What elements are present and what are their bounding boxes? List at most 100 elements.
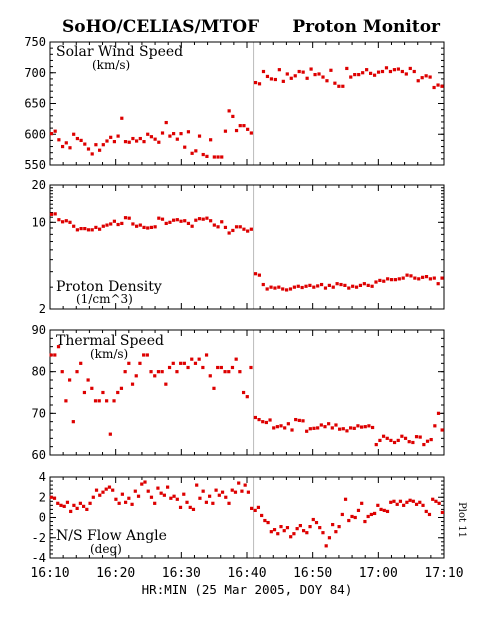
speed-data-point: [164, 120, 168, 125]
speed-data-point: [105, 139, 109, 143]
thermal-units: (km/s): [90, 347, 128, 361]
speed-data-point: [149, 135, 154, 139]
flow_angle-data-point: [130, 502, 134, 506]
thermal-data-point: [283, 426, 287, 430]
speed-data-point: [349, 75, 353, 79]
density-data-point: [323, 286, 328, 290]
speed-data-point: [309, 67, 313, 71]
density-data-point: [172, 218, 176, 222]
flow_angle-title: N/S Flow Angle: [56, 528, 167, 544]
thermal-data-point: [197, 357, 201, 361]
speed-data-point: [135, 139, 139, 143]
density-data-point: [109, 222, 113, 226]
thermal-data-point: [294, 417, 298, 422]
density-data-point: [246, 229, 250, 233]
density-data-point: [312, 285, 316, 289]
thermal-data-point: [171, 361, 175, 365]
flow_angle-data-point: [311, 517, 315, 522]
thermal-data-point: [378, 438, 382, 443]
flow_angle-data-point: [437, 501, 441, 505]
flow_angle-data-point: [175, 497, 179, 501]
thermal-data-point: [301, 419, 305, 423]
flow_angle-data-point: [366, 514, 370, 519]
thermal-data-point: [142, 353, 146, 357]
thermal-data-point: [385, 436, 389, 440]
thermal-data-point: [230, 365, 235, 370]
thermal-data-point: [264, 420, 268, 425]
density-data-point: [432, 276, 436, 280]
thermal-data-point: [182, 361, 186, 365]
thermal-data-point: [316, 426, 320, 430]
speed-data-point: [116, 134, 120, 138]
flow_angle-data-point: [52, 496, 57, 500]
thermal-data-point: [356, 424, 360, 428]
flow_angle-data-point: [230, 488, 234, 492]
x-tick-label: 16:20: [96, 566, 135, 581]
flow_angle-data-point: [104, 487, 108, 491]
flow_angle-data-point: [188, 505, 192, 509]
flow_angle-data-point: [369, 512, 373, 517]
thermal-data-point: [272, 426, 276, 430]
thermal-data-point: [116, 390, 120, 395]
flow_angle-data-point: [91, 495, 95, 499]
speed-data-point: [369, 71, 373, 75]
speed-data-point: [325, 79, 329, 83]
thermal-data-point: [219, 365, 223, 370]
thermal-data-point: [167, 365, 172, 370]
thermal-data-point: [389, 438, 393, 443]
thermal-data-point: [403, 436, 408, 440]
density-data-point: [277, 285, 281, 289]
speed-data-point: [212, 155, 216, 159]
flow_angle-data-point: [405, 500, 409, 504]
speed-data-point: [289, 76, 293, 80]
density-data-point: [265, 287, 269, 291]
density-data-point: [112, 219, 117, 223]
speed-data-point: [109, 135, 113, 139]
density-data-point: [421, 275, 425, 279]
density-data-point: [331, 285, 335, 289]
flow_angle-data-point: [178, 505, 183, 509]
density-data-point: [413, 276, 417, 280]
density-data-point: [197, 217, 202, 221]
flow_angle-data-point: [201, 489, 205, 493]
density-data-point: [285, 288, 289, 292]
thermal-data-point: [127, 361, 131, 365]
flow_angle-data-point: [434, 499, 438, 503]
density-data-point: [428, 277, 432, 281]
thermal-data-point: [268, 418, 272, 422]
density-data-point: [49, 212, 54, 216]
flow_angle-data-point: [143, 480, 147, 484]
speed-data-point: [90, 152, 94, 156]
density-data-point: [212, 223, 216, 227]
speed-data-point: [160, 131, 165, 135]
density-data-point: [386, 277, 390, 281]
flow_angle-data-point: [321, 531, 325, 535]
thermal-data-point: [71, 420, 75, 424]
flow_angle-data-point: [256, 505, 261, 509]
flow_angle-data-point: [149, 495, 154, 499]
speed-data-point: [83, 142, 87, 146]
density-data-point: [164, 221, 168, 226]
density-data-point: [378, 278, 382, 283]
flow_angle-data-point: [49, 495, 53, 499]
x-axis-label: HR:MIN (25 Mar 2005, DOY 84): [142, 582, 353, 597]
speed-data-point: [197, 134, 202, 138]
thermal-data-point: [381, 434, 386, 438]
density-data-point: [131, 222, 135, 226]
thermal-data-point: [249, 365, 253, 370]
flow_angle-data-point: [260, 513, 264, 518]
thermal-data-point: [49, 353, 53, 357]
flow_angle-ytick-label: 0: [39, 511, 46, 525]
speed-data-point: [337, 84, 341, 88]
flow_angle-data-point: [382, 508, 386, 513]
flow_angle-data-point: [276, 532, 280, 536]
speed-data-point: [138, 136, 142, 141]
flow_angle-data-point: [269, 530, 273, 534]
speed-data-point: [357, 72, 361, 77]
speed-data-point: [372, 73, 377, 77]
thermal-data-point: [75, 370, 79, 374]
density-data-point: [436, 282, 440, 286]
thermal-data-point: [64, 399, 68, 403]
thermal-data-point: [367, 424, 371, 428]
density-data-point: [135, 224, 139, 228]
